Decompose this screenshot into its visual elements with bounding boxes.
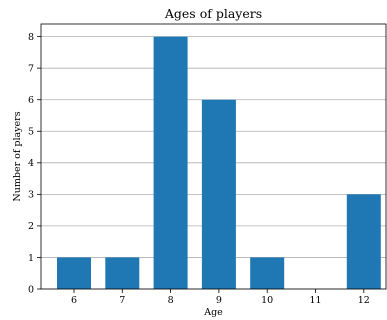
y-tick-label: 5 [28,127,34,138]
bar [105,257,140,289]
x-axis-ticks: 6 7 8 9 10 11 12 [71,289,370,306]
bar [153,36,188,289]
bar [250,257,285,289]
bar [346,194,381,289]
y-tick-label: 8 [28,32,34,43]
y-tick-label: 2 [28,221,34,232]
y-tick-label: 4 [28,158,34,169]
bars [57,36,381,289]
x-tick-label: 6 [71,295,77,306]
x-tick-label: 11 [309,295,321,306]
y-tick-label: 7 [28,63,34,74]
y-axis-label: Number of players [12,111,23,201]
y-tick-label: 1 [28,253,34,264]
x-tick-label: 7 [119,295,125,306]
x-tick-label: 9 [216,295,222,306]
chart-title: Ages of players [164,6,262,21]
x-tick-label: 8 [168,295,174,306]
x-tick-label: 10 [261,295,273,306]
bar [57,257,91,289]
bar [201,99,236,289]
y-axis-ticks: 0 1 2 3 4 5 6 7 8 [28,32,41,295]
x-tick-label: 12 [358,295,370,306]
x-axis-label: Age [203,307,223,318]
y-tick-label: 3 [28,190,34,201]
plot-area-frame [40,23,387,290]
y-tick-label: 6 [28,95,34,106]
y-tick-label: 0 [28,284,34,295]
